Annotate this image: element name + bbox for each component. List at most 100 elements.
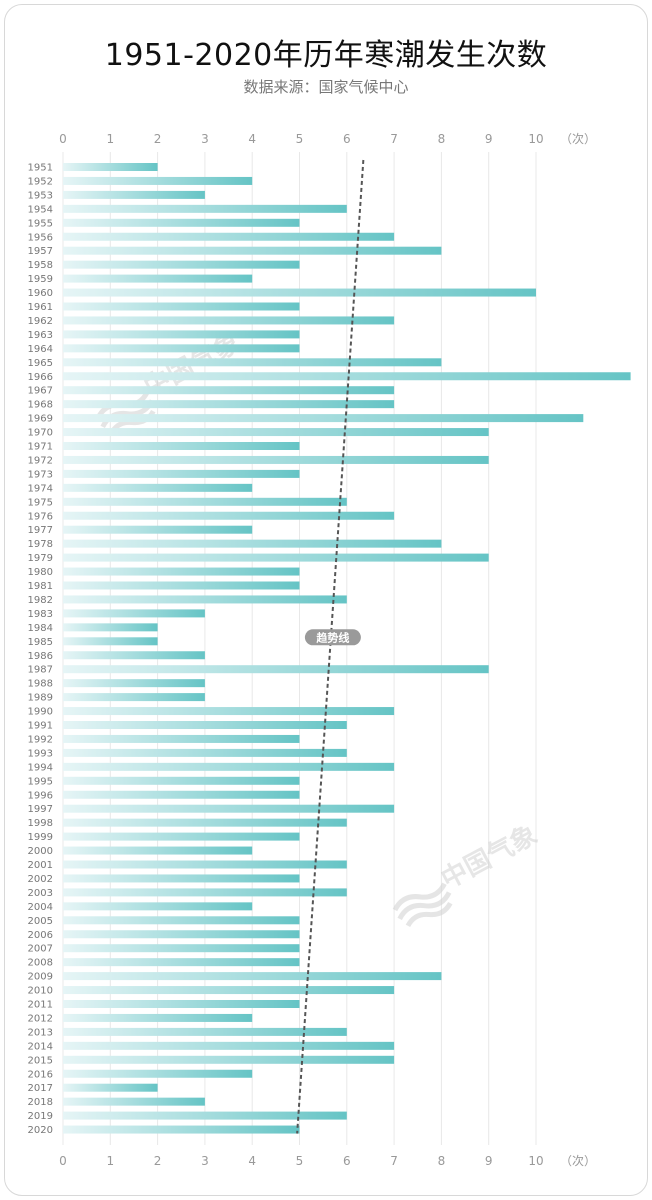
bar: [63, 846, 253, 855]
year-label: 1991: [28, 721, 53, 732]
bar: [63, 567, 300, 576]
bar: [63, 721, 347, 729]
bar: [63, 553, 489, 562]
x-tick-label-top: 7: [390, 132, 398, 146]
bar: [63, 651, 205, 660]
year-label: 2009: [28, 972, 53, 983]
year-label: 1957: [28, 246, 53, 257]
year-label: 1990: [28, 707, 53, 718]
x-tick-label-bottom: 4: [248, 1154, 256, 1168]
year-label: 2001: [28, 860, 53, 871]
year-label: 1956: [28, 232, 53, 243]
year-label: 1973: [28, 469, 53, 480]
year-label: 1970: [28, 428, 53, 439]
bar: [63, 1027, 347, 1036]
year-label: 2019: [28, 1111, 53, 1122]
bar: [63, 372, 631, 381]
bar: [63, 455, 489, 464]
bar: [63, 581, 300, 590]
bar: [63, 469, 300, 478]
year-label: 1995: [28, 776, 53, 787]
year-label: 1981: [28, 581, 53, 592]
year-label: 1955: [28, 218, 53, 229]
x-tick-label-top: 2: [154, 132, 162, 146]
x-tick-label-top: 10: [528, 132, 543, 146]
bar: [63, 930, 300, 939]
year-label: 1998: [28, 818, 53, 829]
bar: [63, 1055, 395, 1064]
year-label: 2016: [28, 1069, 53, 1080]
year-label: 2017: [28, 1083, 53, 1094]
bar: [63, 386, 395, 395]
bar: [63, 190, 205, 199]
bar: [63, 637, 158, 646]
bar: [63, 986, 395, 995]
bar: [63, 1083, 158, 1092]
year-label: 2000: [28, 846, 53, 857]
bar: [63, 972, 442, 981]
bar: [63, 1000, 300, 1008]
year-label: 2008: [28, 958, 53, 969]
year-label: 2002: [28, 874, 53, 885]
x-tick-label-bottom: 9: [485, 1154, 493, 1168]
year-label: 1982: [28, 595, 53, 606]
year-label: 1960: [28, 288, 53, 299]
year-label: 2011: [28, 1000, 53, 1011]
year-label: 1959: [28, 274, 53, 285]
year-label: 1978: [28, 539, 53, 550]
bar: [63, 693, 205, 702]
year-label: 1980: [28, 567, 53, 578]
year-label: 2015: [28, 1055, 53, 1066]
year-label: 1966: [28, 372, 53, 383]
x-tick-label-bottom: 8: [438, 1154, 446, 1168]
bar: [63, 762, 395, 771]
year-label: 2003: [28, 888, 53, 899]
year-label: 1962: [28, 316, 53, 327]
bar: [63, 888, 347, 897]
year-label: 1974: [28, 483, 53, 494]
bar: [63, 1041, 395, 1050]
x-tick-label-bottom: 5: [296, 1154, 304, 1168]
year-label: 1976: [28, 511, 53, 522]
year-label: 1951: [28, 163, 53, 174]
bar: [63, 595, 347, 604]
x-tick-label-top: 5: [296, 132, 304, 146]
x-tick-label-bottom: 7: [390, 1154, 398, 1168]
bar: [63, 442, 300, 450]
chart-title: 1951-2020年历年寒潮发生次数: [104, 38, 548, 73]
bar: [63, 707, 395, 716]
bar: [63, 246, 442, 255]
year-label: 1994: [28, 762, 53, 773]
bar: [63, 260, 300, 269]
bar: [63, 1097, 205, 1106]
bar: [63, 511, 395, 520]
bar: [63, 1013, 253, 1022]
year-label: 1999: [28, 832, 53, 843]
year-label: 1983: [28, 609, 53, 620]
year-label: 1961: [28, 302, 53, 313]
bar: [63, 832, 300, 841]
bar: [63, 358, 442, 367]
bar: [63, 679, 205, 688]
bar: [63, 860, 347, 869]
year-label: 1993: [28, 748, 53, 759]
year-label: 1953: [28, 190, 53, 201]
trend-line: [296, 159, 365, 1134]
bar: [63, 748, 347, 757]
year-label: 1971: [28, 442, 53, 453]
bar: [63, 525, 253, 534]
year-label: 2013: [28, 1027, 53, 1038]
x-tick-label-bottom: 6: [343, 1154, 351, 1168]
year-label: 1996: [28, 790, 53, 801]
bar: [63, 804, 395, 813]
chart-subtitle: 数据来源：国家气候中心: [243, 78, 409, 96]
bar: [63, 790, 300, 799]
year-label: 1968: [28, 400, 53, 411]
bar: [63, 1069, 253, 1078]
x-tick-label-bottom: 1: [106, 1154, 114, 1168]
bar: [63, 1111, 347, 1120]
bar: [63, 344, 300, 353]
year-label: 1986: [28, 651, 53, 662]
bar: [63, 316, 395, 325]
bar: [63, 274, 253, 283]
